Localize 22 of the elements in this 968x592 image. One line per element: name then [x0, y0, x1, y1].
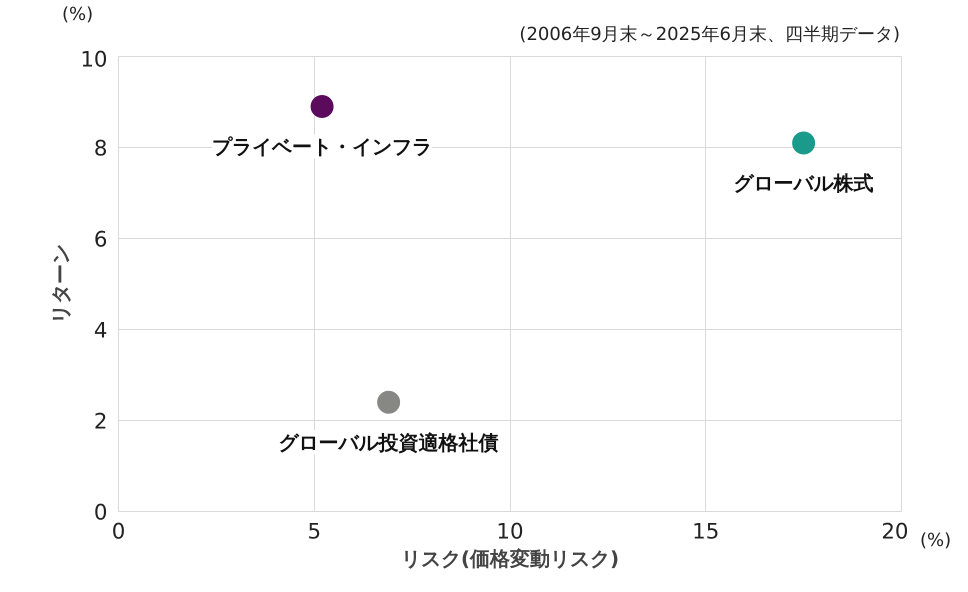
- y-axis-title: リターン: [48, 244, 72, 324]
- x-tick-label: 0: [112, 520, 126, 544]
- y-tick-label: 6: [94, 228, 108, 252]
- series-label: グローバル株式: [734, 170, 874, 195]
- point: [377, 390, 400, 414]
- x-axis-title: リスク(価格変動リスク): [400, 546, 620, 570]
- series-label: グローバル投資適格社債: [278, 430, 499, 454]
- x-tick-label: 5: [307, 520, 322, 544]
- series-label: プライベート・インフラ: [212, 134, 432, 159]
- point: [310, 95, 334, 118]
- text: (2006年9月末～2025年6月末、四半期データ): [519, 23, 900, 47]
- x-tick-label: 20: [881, 520, 908, 544]
- x-tick-label: 15: [692, 520, 720, 544]
- y-tick-label: 0: [94, 500, 108, 526]
- y-tick-label: 10: [80, 48, 108, 72]
- text: (%): [62, 3, 94, 27]
- point: [792, 131, 816, 154]
- y-tick-label: 2: [94, 410, 108, 434]
- text: (%): [920, 529, 952, 553]
- y-tick-label: 8: [94, 136, 108, 162]
- x-tick-label: 10: [496, 520, 524, 544]
- y-tick-label: 4: [94, 318, 108, 344]
